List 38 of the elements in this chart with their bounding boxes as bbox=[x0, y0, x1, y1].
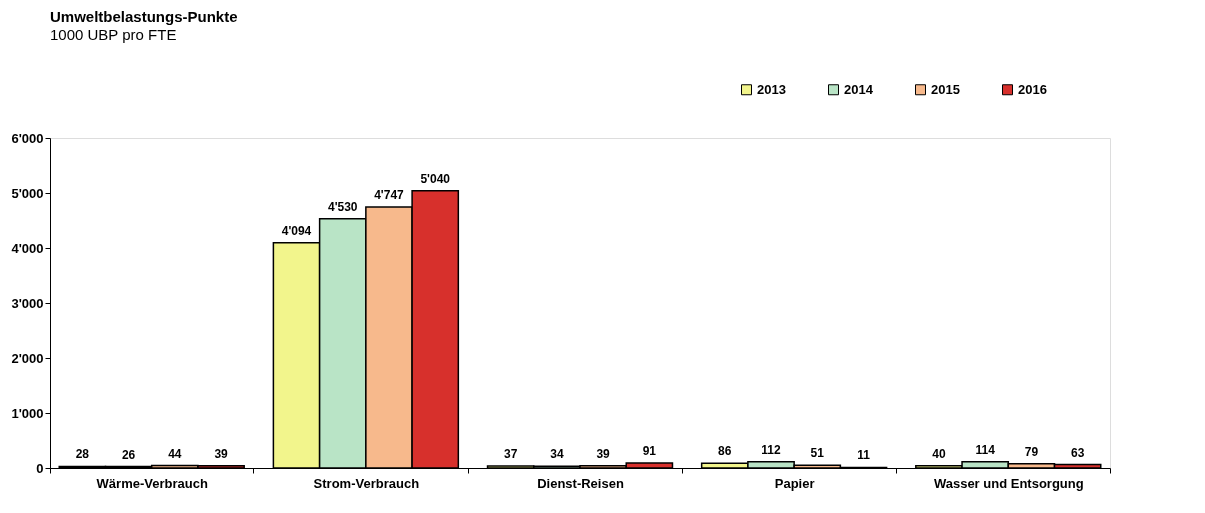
x-tick-label: Dienst-Reisen bbox=[537, 475, 624, 491]
y-tick-label: 4'000 bbox=[11, 240, 44, 256]
data-label: 63 bbox=[1070, 445, 1085, 460]
y-tick-label: 3'000 bbox=[11, 295, 44, 311]
x-tick-label: Wärme-Verbrauch bbox=[96, 475, 208, 491]
data-label: 44 bbox=[168, 446, 182, 461]
y-tick-label: 5'000 bbox=[11, 185, 44, 201]
legend-label: 2013 bbox=[757, 81, 786, 97]
y-tick-label: 1'000 bbox=[11, 405, 44, 421]
legend-label: 2014 bbox=[844, 81, 874, 97]
legend-label: 2015 bbox=[931, 81, 960, 97]
data-label: 34 bbox=[550, 447, 564, 462]
x-tick-label: Wasser und Entsorgung bbox=[933, 475, 1084, 491]
chart-title: Umweltbelastungs-Punkte bbox=[50, 8, 238, 25]
data-label: 4'094 bbox=[281, 223, 312, 238]
data-label: 26 bbox=[121, 447, 136, 462]
data-label: 39 bbox=[214, 446, 229, 461]
data-label: 28 bbox=[75, 447, 90, 462]
data-label: 37 bbox=[503, 446, 518, 461]
x-tick-label: Strom-Verbrauch bbox=[313, 475, 420, 491]
data-label: 79 bbox=[1024, 444, 1039, 459]
data-label: 5'040 bbox=[420, 171, 451, 186]
data-label: 11 bbox=[857, 448, 871, 463]
chart-subtitle: 1000 UBP pro FTE bbox=[50, 26, 177, 43]
data-label: 114 bbox=[975, 442, 996, 457]
data-label: 91 bbox=[642, 443, 657, 458]
y-tick-label: 2'000 bbox=[11, 350, 44, 366]
data-label: 51 bbox=[810, 446, 825, 461]
x-tick-label: Papier bbox=[774, 475, 815, 491]
data-label: 39 bbox=[596, 446, 611, 461]
y-tick-label: 6'000 bbox=[11, 130, 44, 146]
data-label: 4'530 bbox=[327, 199, 358, 214]
data-label: 4'747 bbox=[374, 187, 405, 202]
data-label: 86 bbox=[718, 444, 732, 459]
legend-label: 2016 bbox=[1018, 81, 1047, 97]
y-tick-label: 0 bbox=[36, 460, 44, 476]
data-label: 40 bbox=[932, 446, 946, 461]
data-label: 112 bbox=[761, 442, 782, 457]
